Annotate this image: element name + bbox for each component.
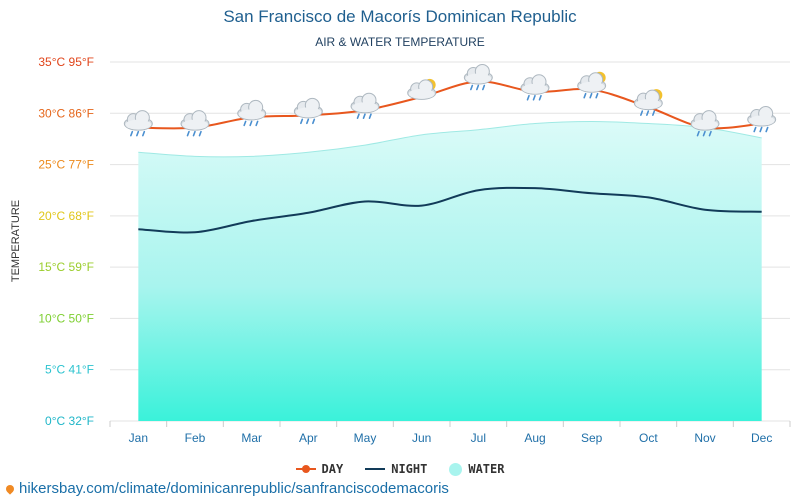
weather-icons <box>123 63 777 137</box>
x-tick-label: May <box>354 431 377 445</box>
y-tick-label: 25°C 77°F <box>38 158 94 172</box>
night-series <box>138 186 762 234</box>
legend-night[interactable]: NIGHT <box>365 462 427 476</box>
y-tick-label: 0°C 32°F <box>45 414 94 428</box>
legend: DAY NIGHT WATER <box>0 462 800 476</box>
legend-day-label: DAY <box>321 462 344 476</box>
legend-night-swatch <box>365 468 386 470</box>
x-tick-label: Sep <box>581 431 603 445</box>
day-series <box>135 78 765 131</box>
x-tick-label: Mar <box>241 431 262 445</box>
legend-night-label: NIGHT <box>391 462 428 476</box>
legend-water-label: WATER <box>468 462 505 476</box>
weather-rain-icon <box>520 74 550 101</box>
weather-rain-icon <box>747 106 777 133</box>
y-tick-label: 10°C 50°F <box>38 311 94 325</box>
weather-rain-icon <box>123 110 153 137</box>
x-axis-ticks: Jan Feb Mar Apr May Jun Jul Aug Sep Oct Nov Dec <box>129 431 773 445</box>
y-tick-label: 20°C 68°F <box>38 209 94 223</box>
chart-title: San Francisco de Macorís Dominican Repub… <box>223 7 577 26</box>
legend-day[interactable]: DAY <box>295 462 344 476</box>
weather-sun-cloud-icon <box>407 78 437 100</box>
x-tick-label: Jul <box>471 431 486 445</box>
night-line <box>138 186 762 234</box>
chart-subtitle: AIR & WATER TEMPERATURE <box>315 35 485 49</box>
weather-rain-icon <box>180 110 210 137</box>
water-series <box>138 120 762 422</box>
legend-water-swatch <box>449 462 463 476</box>
y-tick-label: 35°C 95°F <box>38 55 94 69</box>
source-url: hikersbay.com/climate/dominicanrepublic/… <box>19 480 449 497</box>
y-tick-label: 15°C 59°F <box>38 260 94 274</box>
weather-sun-rain-icon <box>633 89 663 116</box>
weather-rain-icon <box>237 99 267 127</box>
y-axis-ticks: 0°C 32°F 5°C 41°F 10°C 50°F 15°C 59°F 20°C 6… <box>38 55 94 428</box>
x-tick-label: Jan <box>129 431 148 445</box>
y-tick-label: 30°C 86°F <box>38 106 94 120</box>
water-area <box>138 121 762 422</box>
legend-day-swatch <box>295 465 316 473</box>
water-line <box>138 120 762 158</box>
weather-rain-icon <box>690 110 720 137</box>
x-tick-label: Dec <box>751 431 772 445</box>
weather-sun-rain-icon <box>577 71 607 99</box>
legend-water[interactable]: WATER <box>449 462 504 476</box>
weather-rain-icon <box>463 63 493 91</box>
source-link[interactable]: hikersbay.com/climate/dominicanrepublic/… <box>4 480 449 497</box>
x-tick-label: Jun <box>412 431 431 445</box>
x-tick-label: Feb <box>185 431 206 445</box>
day-line <box>138 80 762 130</box>
location-pin-icon <box>4 482 16 495</box>
x-tick-label: Aug <box>524 431 545 445</box>
y-tick-label: 5°C 41°F <box>45 363 94 377</box>
x-tick-label: Nov <box>694 431 715 445</box>
x-tick-label: Oct <box>639 431 658 445</box>
weather-rain-icon <box>350 92 380 120</box>
weather-rain-icon <box>293 97 323 125</box>
x-tick-label: Apr <box>299 431 318 445</box>
